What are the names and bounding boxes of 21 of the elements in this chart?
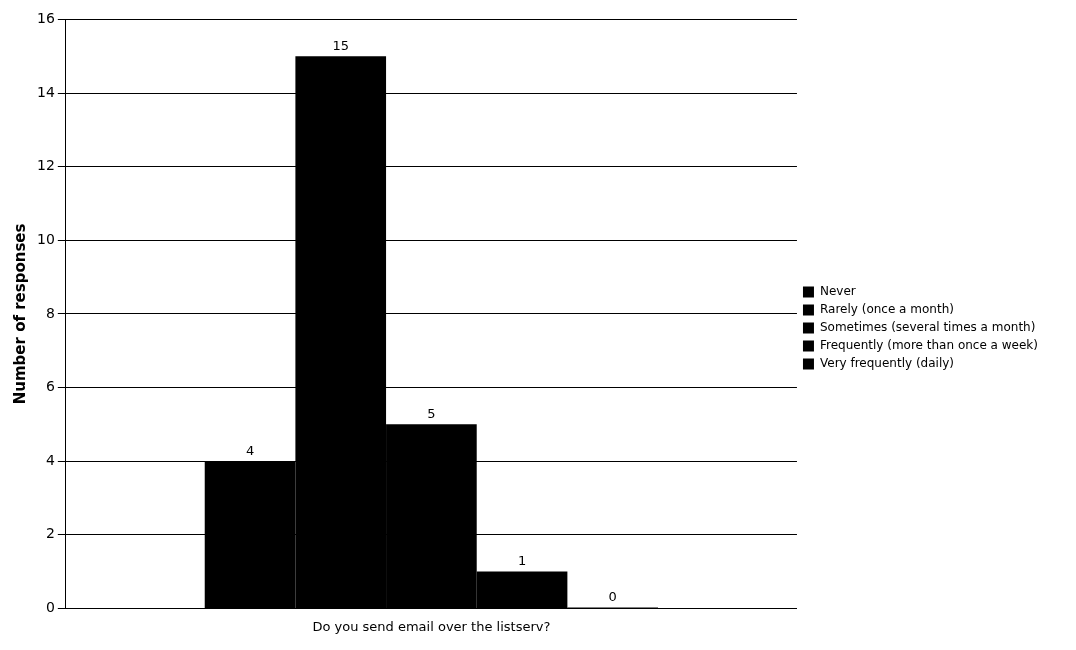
- legend-label: Sometimes (several times a month): [819, 320, 1036, 335]
- data-label: 1: [517, 553, 527, 569]
- y-tick-label: 0: [45, 599, 55, 616]
- data-label: 15: [332, 38, 349, 54]
- y-tick-label: 16: [36, 10, 55, 27]
- y-tick-label: 10: [36, 230, 55, 247]
- y-tick-label: 8: [45, 304, 55, 321]
- y-tick-label: 12: [36, 157, 55, 174]
- legend-label: Never: [819, 284, 856, 299]
- y-tick-label: 14: [36, 83, 55, 100]
- y-tick-label: 2: [45, 525, 55, 542]
- data-label: 0: [608, 589, 617, 605]
- x-tick-label: Do you send email over the listserv?: [312, 618, 551, 634]
- legend-label: Rarely (once a month): [819, 302, 954, 317]
- y-axis-title: Number of responses: [10, 223, 29, 405]
- legend-label: Very frequently (daily): [819, 356, 955, 371]
- data-label: 5: [427, 406, 436, 422]
- legend-label: Frequently (more than once a week): [819, 338, 1039, 353]
- y-tick-label: 4: [45, 451, 55, 468]
- y-tick-label: 6: [45, 378, 55, 395]
- data-label: 4: [245, 443, 255, 459]
